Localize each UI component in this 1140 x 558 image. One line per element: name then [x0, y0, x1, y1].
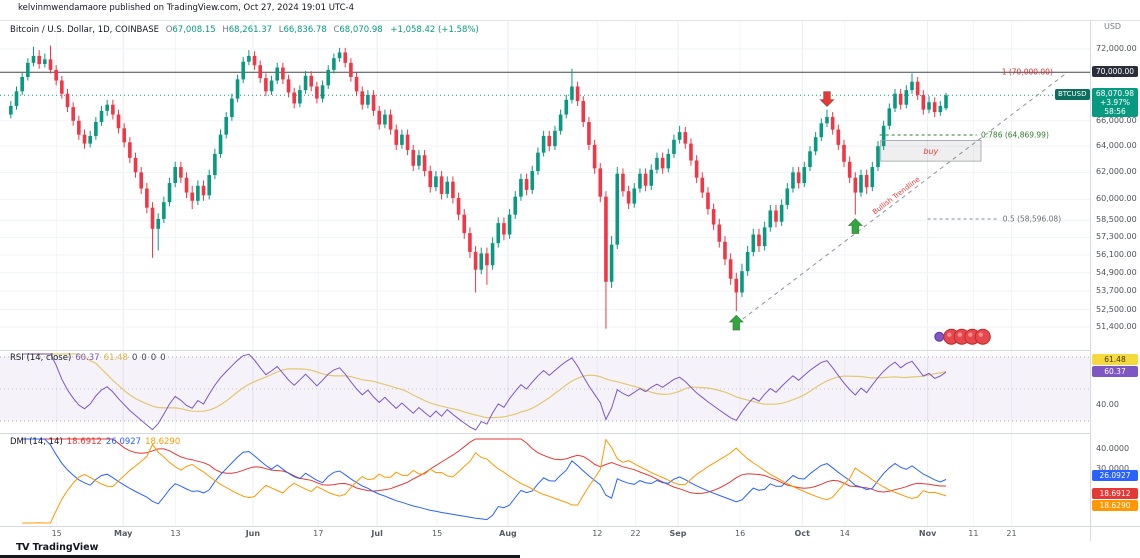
- symbol-chip: BTCUSD: [1055, 89, 1090, 101]
- fib-level-label: 0.5 (58,596.08): [1003, 214, 1061, 223]
- price-tick: 53,700.00: [1096, 285, 1137, 295]
- pane-separator-rsi[interactable]: [0, 350, 1090, 351]
- price-tick: 57,300.00: [1096, 232, 1137, 242]
- time-axis-label: 21: [1006, 529, 1017, 538]
- time-axis-label: 12: [592, 529, 603, 538]
- last-price-badge: BTCUSD 68,070.98 +3.97% 58:56: [1055, 88, 1138, 118]
- emoji-sticker-cluster: [934, 328, 991, 345]
- change-value: +1,058.42 (+1.58%): [390, 25, 479, 35]
- time-axis-label: 16: [735, 529, 746, 538]
- bar-countdown: 58:56: [1104, 107, 1126, 117]
- time-axis-label: 11: [968, 529, 979, 538]
- time-axis-label: 22: [630, 529, 641, 538]
- price-tick: 54,900.00: [1096, 267, 1137, 277]
- dmi-indicator-legend: DMI (14, 14) 18.6912 26.0927 18.6290: [10, 437, 180, 447]
- rsi-indicator-legend: RSI (14, close) 60.37 61.48 0 0 0 0: [10, 353, 166, 363]
- price-level-badge: 70,000.00: [1092, 65, 1138, 77]
- time-axis-label: Sep: [669, 529, 687, 538]
- price-tick: 62,000.00: [1096, 167, 1137, 177]
- last-price-value: 68,070.98: [1095, 89, 1135, 99]
- tradingview-logo-text: TradingView: [32, 542, 99, 553]
- buy-zone-box[interactable]: [880, 139, 982, 162]
- time-axis-label: 14: [839, 529, 850, 538]
- bottom-bar: [0, 555, 520, 558]
- price-tick: 52,500.00: [1096, 304, 1137, 314]
- rsi-title: RSI: [10, 353, 24, 363]
- time-axis-label: Oct: [794, 529, 810, 538]
- rsi-value-badge: 60.37: [1092, 366, 1138, 378]
- time-axis-label: Jun: [245, 529, 261, 538]
- tradingview-logo[interactable]: TV TradingView: [16, 542, 98, 553]
- plus-di-badge: 26.0927: [1092, 470, 1138, 482]
- time-axis-label: Aug: [499, 529, 517, 538]
- rsi-ma-badge: 61.48: [1092, 354, 1138, 366]
- dmi-title: DMI: [10, 437, 27, 447]
- rsi-legend-value: 0: [131, 353, 138, 363]
- rsi-params: (14, close): [26, 353, 72, 363]
- price-tick: 58,500.00: [1096, 215, 1137, 225]
- time-axis-label: 15: [431, 529, 443, 538]
- price-tick: 66,000.00: [1096, 115, 1137, 125]
- time-axis-label: 15: [51, 529, 62, 538]
- sell-signal-arrow-icon: [819, 91, 835, 108]
- time-axis-label: Jul: [371, 529, 383, 538]
- dmi-tick: 40.0000: [1096, 444, 1130, 453]
- high-label: H: [222, 25, 229, 35]
- rsi-legend-value: 61.48: [103, 353, 128, 363]
- time-axis-separator: [0, 526, 1140, 527]
- open-label: O: [165, 25, 173, 35]
- buy-zone-label: buy: [923, 147, 938, 156]
- symbol-title: Bitcoin / U.S. Dollar, 1D, COINBASE: [10, 25, 159, 35]
- high-value: 68,261.37: [228, 25, 273, 35]
- price-tick: 64,000.00: [1096, 141, 1137, 151]
- time-axis-label: Nov: [918, 529, 937, 538]
- adx-badge: 18.6912: [1092, 487, 1138, 499]
- pane-separator-dmi[interactable]: [0, 433, 1090, 434]
- rsi-legend-value: 60.37: [75, 353, 100, 363]
- fib-level-label: 0.786 (64,869.99): [981, 131, 1049, 140]
- low-label: L: [278, 25, 284, 35]
- rsi-legend-value: 0: [150, 353, 157, 363]
- time-axis-label: 17: [313, 529, 324, 538]
- low-value: 66,836.78: [283, 25, 327, 35]
- open-value: 67,008.15: [172, 25, 216, 35]
- time-axis-label: May: [113, 529, 133, 538]
- price-axis-separator: [1090, 20, 1091, 541]
- dmi-tick: 30.0000: [1096, 463, 1130, 473]
- fib-level-label: 1 (70,000.00): [1002, 68, 1053, 77]
- buy-signal-arrow-icon: [847, 218, 864, 235]
- currency-label: USD: [1104, 22, 1122, 31]
- header-divider: [0, 20, 1140, 21]
- tradingview-logo-icon: TV: [16, 542, 30, 553]
- trendline-label: Bullish Trendline: [871, 175, 921, 216]
- time-axis-label: 13: [170, 529, 181, 538]
- price-tick: 51,400.00: [1096, 322, 1137, 332]
- last-price-change: +3.97%: [1099, 98, 1131, 108]
- rsi-legend-value: 0: [160, 353, 166, 363]
- close-value: 68,070.98: [339, 25, 383, 35]
- publish-header: kelvinmwendamaore published on TradingVi…: [18, 3, 355, 13]
- dmi-legend-value: 26.0927: [105, 437, 142, 447]
- price-tick: 72,000.00: [1096, 44, 1137, 53]
- price-tick: 56,100.00: [1096, 249, 1137, 259]
- minus-di-badge: 18.6290: [1092, 499, 1138, 511]
- dmi-legend-value: 18.6912: [66, 437, 102, 447]
- dmi-params: (14, 14): [29, 437, 63, 447]
- rsi-tick: 40.00: [1096, 400, 1119, 409]
- rsi-legend-value: 0: [141, 353, 147, 363]
- dmi-legend-value: 18.6290: [145, 437, 181, 447]
- price-tick: 60,000.00: [1096, 194, 1137, 204]
- buy-signal-arrow-icon: [728, 314, 745, 331]
- symbol-legend: Bitcoin / U.S. Dollar, 1D, COINBASE O67,…: [10, 25, 479, 35]
- close-label: C: [333, 25, 340, 35]
